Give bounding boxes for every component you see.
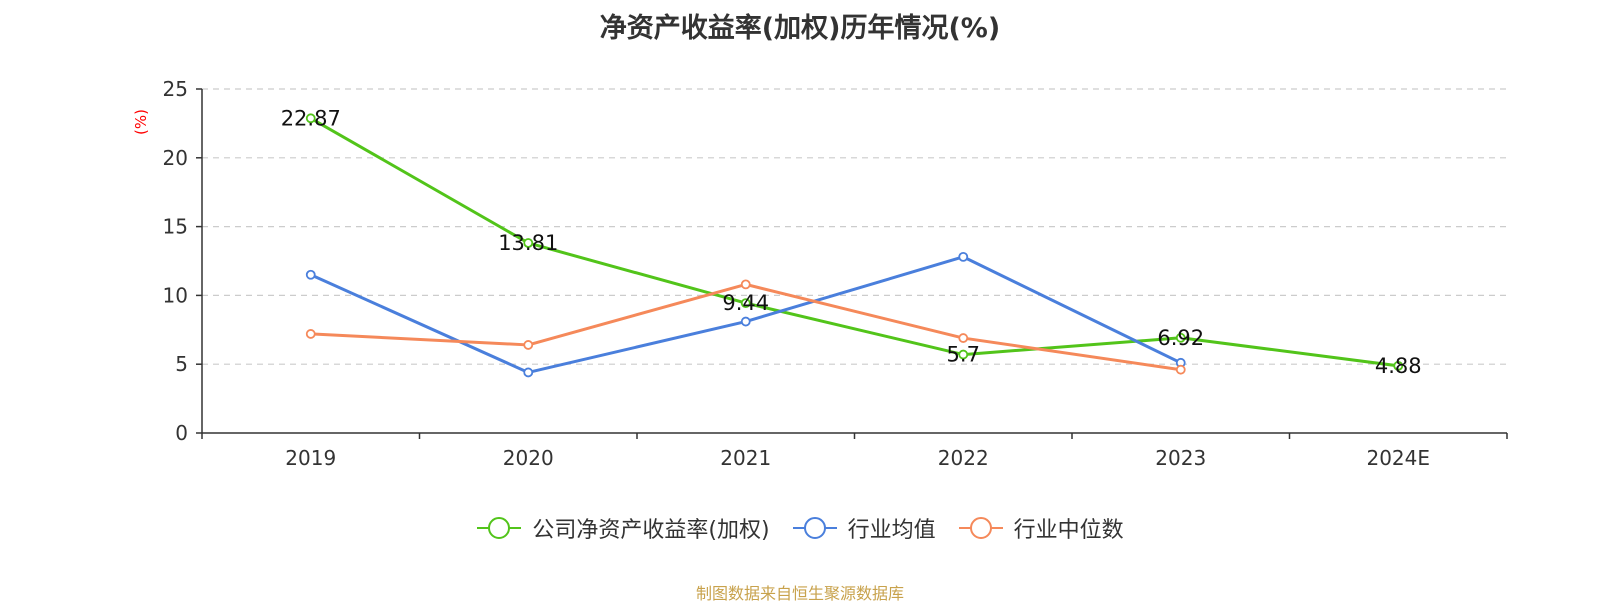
y-tick-label: 25	[163, 77, 188, 101]
x-tick-label: 2020	[503, 446, 554, 470]
legend-swatch-circle	[488, 517, 511, 539]
data-point	[740, 279, 751, 290]
series-layer	[305, 113, 1404, 378]
data-point	[1175, 364, 1186, 375]
y-tick-label: 20	[163, 146, 188, 170]
data-point	[740, 298, 751, 309]
data-point	[1175, 332, 1186, 343]
axes: 0 5 10 15 20 25 2019 2020 2021 2022 2023 2024E	[163, 77, 1508, 470]
series-line-0	[310, 117, 1399, 368]
data-point	[523, 340, 534, 350]
y-tick-label: 5	[175, 352, 188, 376]
legend: 公司净资产收益率(加权) 行业均值 行业中位数	[0, 512, 1600, 544]
data-point	[958, 251, 969, 262]
legend-item[interactable]: 行业均值	[792, 512, 936, 544]
x-tick-label: 2024E	[1366, 446, 1430, 470]
x-tick-label: 2021	[720, 446, 771, 470]
y-tick-label: 10	[163, 283, 188, 307]
legend-swatch-circle	[803, 517, 826, 539]
legend-swatch	[477, 517, 522, 539]
x-tick-label: 2023	[1155, 446, 1206, 470]
y-tick-label: 0	[175, 421, 188, 445]
grid-lines	[202, 88, 1507, 365]
data-point	[958, 349, 969, 360]
legend-label: 行业中位数	[1013, 518, 1124, 543]
y-tick-label: 15	[163, 215, 188, 239]
data-point	[523, 367, 534, 378]
legend-swatch	[792, 517, 837, 539]
data-point	[958, 333, 969, 343]
data-label: 5.7	[947, 343, 980, 367]
data-label: 4.88	[1375, 354, 1422, 378]
data-labels: 22.87 13.81 9.44 5.7 6.92 4.88	[281, 106, 1422, 378]
x-tick-label: 2019	[285, 446, 336, 470]
y-axis-unit-label: (%)	[132, 109, 150, 135]
chart-title: 净资产收益率(加权)历年情况(%)	[599, 13, 1001, 44]
source-note: 制图数据来自恒生聚源数据库	[695, 584, 904, 603]
data-point	[305, 329, 316, 339]
data-point	[305, 269, 316, 280]
legend-item[interactable]: 公司净资产收益率(加权)	[476, 512, 770, 544]
data-label: 13.81	[498, 231, 558, 255]
legend-swatch-circle	[969, 517, 992, 539]
data-point	[305, 113, 316, 124]
data-point	[523, 238, 534, 248]
legend-label: 公司净资产收益率(加权)	[532, 518, 770, 543]
data-label: 22.87	[281, 106, 341, 130]
legend-item[interactable]: 行业中位数	[958, 512, 1124, 544]
data-point	[1393, 360, 1404, 371]
x-tick-label: 2022	[938, 446, 989, 470]
legend-label: 行业均值	[847, 518, 936, 543]
data-point	[740, 316, 751, 327]
data-label: 6.92	[1157, 326, 1204, 350]
legend-swatch	[958, 517, 1003, 539]
data-label: 9.44	[722, 291, 769, 315]
